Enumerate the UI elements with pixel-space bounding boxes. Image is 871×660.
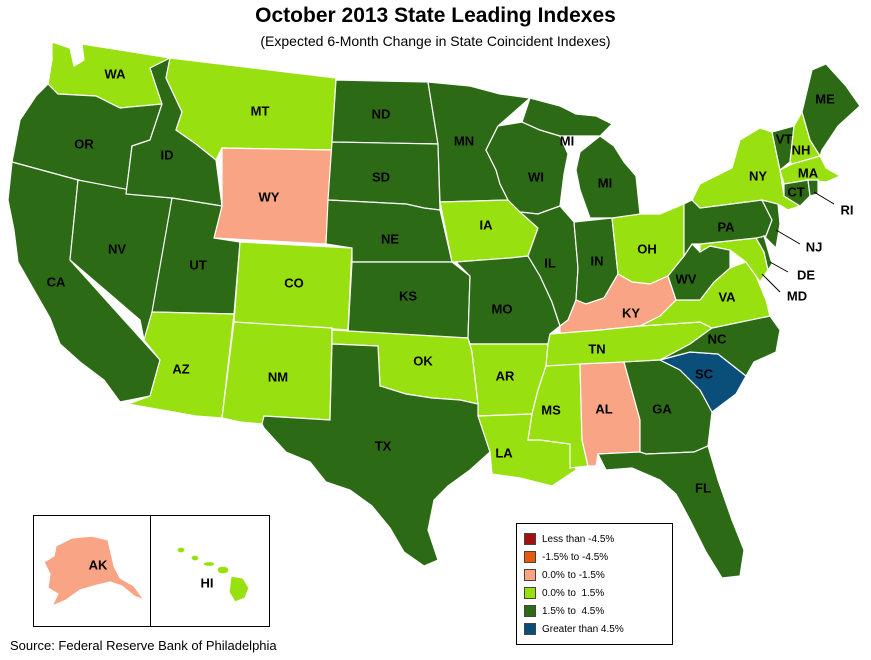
hawaii-inset: HI xyxy=(150,515,270,627)
map-subtitle: (Expected 6-Month Change in State Coinci… xyxy=(260,33,611,49)
legend-item: 0.0% to 1.5% xyxy=(524,586,604,600)
state-mi-upper xyxy=(521,97,614,137)
label-ut: UT xyxy=(189,257,206,272)
state-ct xyxy=(783,179,811,207)
legend-label: 1.5% to 4.5% xyxy=(542,605,605,617)
state-wv xyxy=(667,243,731,301)
label-ri: RI xyxy=(841,202,854,217)
label-ia: IA xyxy=(480,217,494,232)
legend-item: Less than -4.5% xyxy=(524,532,614,546)
label-leader-lines xyxy=(761,191,835,293)
state-hi-kauai xyxy=(176,546,186,554)
hawaii-map: HI xyxy=(176,546,250,603)
label-wa: WA xyxy=(105,66,127,81)
state-hi-maui xyxy=(216,565,230,575)
label-nd: ND xyxy=(372,106,391,121)
map-title: October 2013 State Leading Indexes xyxy=(255,4,616,27)
label-ar: AR xyxy=(496,368,515,383)
label-nv: NV xyxy=(108,241,126,256)
label-id: ID xyxy=(161,147,174,162)
label-ca: CA xyxy=(47,274,66,289)
label-mi-upper: MI xyxy=(560,133,574,148)
state-hi-oahu xyxy=(190,554,200,562)
label-hi: HI xyxy=(201,575,214,590)
label-mt: MT xyxy=(251,103,270,118)
label-or: OR xyxy=(74,136,94,151)
label-ne: NE xyxy=(381,231,399,246)
label-la: LA xyxy=(495,445,513,460)
label-ma: MA xyxy=(798,165,819,180)
label-az: AZ xyxy=(172,361,189,376)
state-nj xyxy=(760,199,781,250)
state-mo xyxy=(454,255,561,345)
legend-label: -1.5% to -4.5% xyxy=(542,551,609,563)
state-me xyxy=(801,63,861,158)
label-mi-lower: MI xyxy=(598,175,612,190)
state-ca xyxy=(7,161,161,403)
label-al: AL xyxy=(595,401,612,416)
label-sc: SC xyxy=(695,366,714,381)
label-ks: KS xyxy=(399,288,417,303)
label-wv: WV xyxy=(676,271,697,286)
label-ok: OK xyxy=(413,353,433,368)
label-ms: MS xyxy=(541,402,561,417)
label-il: IL xyxy=(544,255,556,270)
legend-label: 0.0% to -1.5% xyxy=(542,569,605,581)
label-ny: NY xyxy=(749,168,767,183)
label-wi: WI xyxy=(528,169,544,184)
legend-label: 0.0% to 1.5% xyxy=(542,587,605,599)
label-de: DE xyxy=(797,267,815,282)
label-mo: MO xyxy=(492,301,513,316)
state-hi-molokai xyxy=(202,560,216,568)
legend-label: Less than -4.5% xyxy=(542,533,615,545)
label-tx: TX xyxy=(375,438,392,453)
legend-item: Greater than 4.5% xyxy=(524,622,624,636)
label-md: MD xyxy=(787,288,807,303)
label-in: IN xyxy=(591,253,604,268)
state-wy xyxy=(213,147,333,245)
label-mn: MN xyxy=(454,133,474,148)
legend: Less than -4.5% -1.5% to -4.5% 0.0% to -1.… xyxy=(516,523,673,645)
label-va: VA xyxy=(718,289,736,304)
alaska-map: AK xyxy=(43,535,146,608)
label-fl: FL xyxy=(695,480,711,495)
label-sd: SD xyxy=(372,169,390,184)
state-hi-big-island xyxy=(228,575,250,603)
label-nm: NM xyxy=(268,369,288,384)
alaska-inset: AK xyxy=(33,515,152,627)
legend-swatch xyxy=(524,533,536,545)
state-labels: WA OR CA NV ID MT WY UT CO AZ NM ND SD N… xyxy=(47,66,854,495)
state-mi-lower xyxy=(575,135,641,219)
label-co: CO xyxy=(284,275,304,290)
label-me: ME xyxy=(815,91,835,106)
legend-swatch xyxy=(524,569,536,581)
label-tn: TN xyxy=(588,341,605,356)
label-ga: GA xyxy=(652,401,672,416)
label-nh: NH xyxy=(792,142,811,157)
legend-swatch xyxy=(524,587,536,599)
label-ky: KY xyxy=(622,305,640,320)
legend-swatch xyxy=(524,551,536,563)
legend-item: 0.0% to -1.5% xyxy=(524,568,605,582)
state-ak xyxy=(43,535,146,608)
state-fl xyxy=(597,445,745,579)
label-pa: PA xyxy=(717,219,735,234)
label-oh: OH xyxy=(637,241,657,256)
label-nc: NC xyxy=(708,331,727,346)
legend-item: 1.5% to 4.5% xyxy=(524,604,604,618)
label-ct: CT xyxy=(787,184,804,199)
legend-swatch xyxy=(524,623,536,635)
state-tx xyxy=(261,343,491,567)
label-vt: VT xyxy=(776,131,793,146)
label-wy: WY xyxy=(259,189,280,204)
legend-label: Greater than 4.5% xyxy=(542,623,624,635)
source-note: Source: Federal Reserve Bank of Philadel… xyxy=(10,638,277,653)
label-ak: AK xyxy=(89,557,108,572)
state-az xyxy=(125,311,235,419)
label-nj: NJ xyxy=(806,239,823,254)
legend-item: -1.5% to -4.5% xyxy=(524,550,608,564)
legend-swatch xyxy=(524,605,536,617)
